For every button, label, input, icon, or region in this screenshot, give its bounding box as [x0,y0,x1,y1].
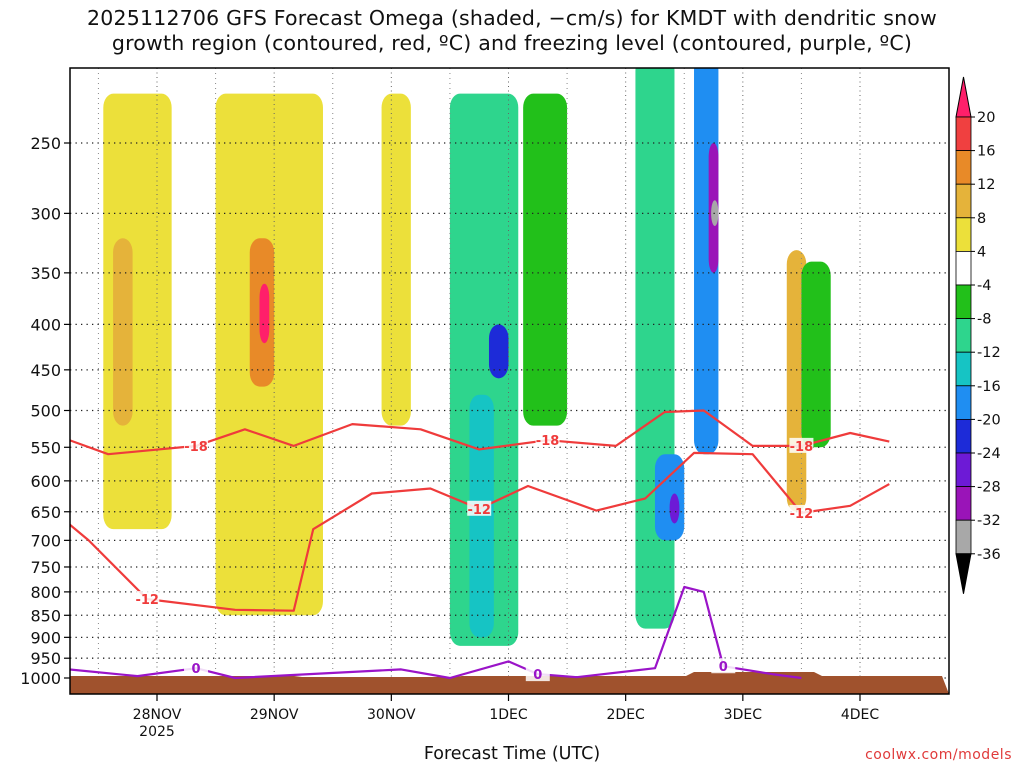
colorbar-label-7: -12 [977,345,1001,361]
colorbar-bin-3 [955,217,972,252]
freezing-contour-0-label-1: 0 [533,668,542,683]
dgz-contour--12 [70,451,890,612]
y-tick-label-750: 750 [30,558,61,577]
colorbar-label-13: -36 [977,547,1001,563]
y-tick-label-950: 950 [30,649,61,668]
chart-title: 2025112706 GFS Forecast Omega (shaded, −… [0,6,1024,56]
x-tick-label-5: 3DEC [724,707,763,723]
dgz-contour--12-label-1: -12 [467,503,491,518]
colorbar: 20 16 12 8 4 -4 -8 -12 -16 -20 -24 -28 -32 -36 [955,76,1001,594]
colorbar-label-10: -24 [977,446,1001,462]
colorbar-bin-8 [955,385,972,420]
x-axis-label: Forecast Time (UTC) [423,744,601,764]
dgz-contour--12-label-bg-0 [135,591,160,607]
y-tick-label-550: 550 [30,438,61,457]
dgz-contour--18-label-1: -18 [536,434,560,449]
y-tick-label-250: 250 [30,134,61,153]
colorbar-label-12: -32 [977,513,1001,529]
y-tick-label-350: 350 [30,264,61,283]
omega-feature-15 [669,493,680,524]
omega-feature-8 [381,93,411,426]
x-tick-label-1: 29NOV [250,707,299,723]
y-tick-label-650: 650 [30,503,61,522]
colorbar-label-0: 20 [977,110,995,126]
colorbar-bin-0 [955,116,972,151]
colorbar-bin-9 [955,418,972,454]
colorbar-label-4: 4 [977,244,986,260]
dgz-contour--18 [70,409,890,456]
y-axis: 250 300 350 400 450 500 550 600 650 700 750 800 850 9… [20,134,70,688]
omega-shading [0,68,831,646]
y-tick-label-300: 300 [30,204,61,223]
colorbar-label-5: -4 [977,278,991,294]
x-tick-label-6: 4DEC [841,707,880,723]
y-tick-label-700: 700 [30,531,61,550]
omega-feature-9 [449,93,519,646]
y-tick-label-1000: 1000 [20,669,61,688]
colorbar-bin-4 [955,250,972,286]
colorbar-bin-2 [955,183,972,219]
colorbar-bin-5 [955,284,972,319]
omega-feature-10 [469,394,494,638]
omega-feature-20 [801,261,831,448]
x-tick-label-0: 28NOV [133,707,182,723]
chart-title-line1: 2025112706 GFS Forecast Omega (shaded, −… [86,6,937,30]
colorbar-bin-7 [955,351,972,387]
dgz-contour--12-label-0: -12 [135,593,159,608]
omega-feature-13 [635,68,675,629]
credit-link[interactable]: coolwx.com/models [865,747,1012,763]
dgz-contour--18-label-bg-2 [789,437,814,453]
colorbar-label-8: -16 [977,379,1001,395]
colorbar-label-1: 16 [977,144,995,160]
ground-terrain [70,672,949,694]
y-tick-label-500: 500 [30,402,61,421]
dgz-contour--12-label-bg-1 [467,500,492,516]
x-tick-label-4: 2DEC [607,707,646,723]
x-tick-label-3: 1DEC [489,707,528,723]
dgz-contour--18-label-bg-0 [184,437,209,453]
freezing-contour-0-label-0: 0 [192,662,201,677]
colorbar-label-11: -28 [977,480,1001,496]
ground-area [70,672,949,694]
dgz-contour--18-label-bg-1 [535,432,560,448]
freezing-contour-0-label-bg-1 [525,666,550,682]
chart-title-line2: growth region (contoured, red, ºC) and f… [111,31,913,55]
contours: -18 -18 -18 -12 -12 -12 0 0 0 [70,409,890,683]
freezing-contour-0 [70,585,802,680]
dgz-contour--18-label-0: -18 [184,440,208,455]
omega-feature-0 [0,158,11,540]
colorbar-top-arrow [955,76,972,118]
colorbar-label-2: 12 [977,177,995,193]
colorbar-label-6: -8 [977,312,991,328]
dgz-contour--12-label-2: -12 [790,507,814,522]
colorbar-bin-6 [955,318,972,353]
x-tick-sublabel-0: 2025 [139,724,175,740]
omega-feature-4 [113,238,133,426]
y-tick-label-450: 450 [30,361,61,380]
colorbar-bin-11 [955,486,972,521]
freezing-contour-0-label-bg-0 [184,660,209,676]
dgz-contour--12-label-bg-2 [789,504,814,520]
dgz-contour--18-label-2: -18 [790,440,814,455]
plot-frame [69,67,950,695]
colorbar-label-3: 8 [977,211,986,227]
freezing-contour-0-label-2: 0 [719,660,728,675]
colorbar-bottom-arrow [955,553,972,594]
y-tick-label-600: 600 [30,472,61,491]
x-tick-label-2: 30NOV [367,707,416,723]
freezing-contour-0-label-bg-2 [711,658,736,674]
colorbar-bin-1 [955,150,972,185]
omega-feature-12 [523,93,568,426]
y-tick-label-400: 400 [30,315,61,334]
y-tick-label-800: 800 [30,583,61,602]
omega-feature-7 [259,283,270,344]
colorbar-bin-10 [955,452,972,487]
y-tick-label-850: 850 [30,606,61,625]
omega-feature-11 [488,324,509,379]
colorbar-label-9: -20 [977,412,1001,428]
y-tick-label-900: 900 [30,628,61,647]
colorbar-bin-12 [955,519,972,555]
